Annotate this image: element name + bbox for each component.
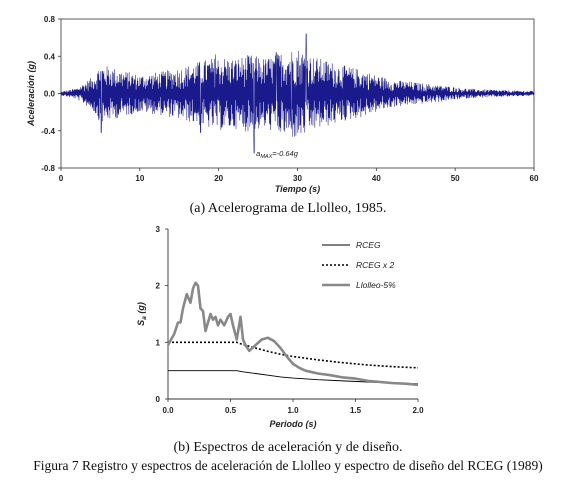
spectra-y-axis-label: Sa (g): [136, 302, 148, 326]
x-tick-label: 0: [59, 174, 64, 183]
spectra-series: [166, 281, 419, 387]
x-tick-label: 40: [372, 174, 381, 183]
y-label-unit: (g): [136, 302, 146, 316]
y-tick-label: 0: [156, 395, 161, 404]
accelerogram-x-axis-label: Tiempo (s): [275, 184, 320, 194]
accelerogram-x-ticks: 0 10 20 30 40 50 60: [59, 168, 539, 183]
accelerogram-y-axis-label: Aceleración (g): [26, 61, 36, 127]
x-tick-label: 0.0: [162, 406, 174, 415]
peak-annotation-value: =-0.64g: [272, 149, 298, 158]
x-tick-label: 60: [530, 174, 539, 183]
y-tick-label: -0.8: [41, 164, 55, 173]
y-tick-label: 0.0: [44, 90, 56, 99]
legend-label: Llolleo-5%: [356, 280, 396, 290]
accelerogram-chart: 0.8 0.4 0.0 -0.4 -0.8 0 10 20 30 40 50 60 Acelerac…: [26, 15, 539, 194]
spectra-y-ticks: 0 1 2 3: [156, 225, 168, 404]
spectra-chart: 0 1 2 3 0.0 0.5 1.0 1.5 2.0 RCEG RCEG x 2 Llolleo…: [136, 225, 424, 429]
series-line-2: [166, 281, 419, 387]
x-tick-label: 20: [214, 174, 223, 183]
peak-annotation-subscript: MAX: [260, 154, 272, 160]
x-tick-label: 50: [451, 174, 460, 183]
spectra-x-ticks: 0.0 0.5 1.0 1.5 2.0: [162, 399, 424, 415]
spectra-x-axis-label: Periodo (s): [269, 419, 316, 429]
y-tick-label: 1: [156, 338, 161, 347]
y-label-subscript: a: [141, 316, 148, 320]
series-line-0: [168, 370, 419, 385]
y-tick-label: 0.4: [44, 52, 56, 61]
caption-spectra: (b) Espectros de aceleración y de diseño…: [173, 440, 403, 455]
y-tick-label: -0.4: [41, 127, 55, 136]
accelerogram-peak-annotation: aMAX=-0.64g: [256, 149, 299, 160]
x-tick-label: 0.5: [225, 406, 237, 415]
accelerogram-y-ticks: 0.8 0.4 0.0 -0.4 -0.8: [41, 15, 61, 173]
legend-label: RCEG x 2: [356, 260, 395, 270]
x-tick-label: 1.5: [350, 406, 362, 415]
x-tick-label: 2.0: [412, 406, 424, 415]
y-tick-label: 0.8: [44, 15, 56, 24]
y-label-main: S: [136, 320, 146, 326]
legend-label: RCEG: [356, 240, 381, 250]
x-tick-label: 30: [293, 174, 302, 183]
caption-accelerogram: (a) Acelerograma de Llolleo, 1985.: [189, 201, 387, 216]
x-tick-label: 1.0: [287, 406, 299, 415]
spectra-axes: [167, 229, 418, 400]
x-tick-label: 10: [135, 174, 144, 183]
figure-caption: Figura 7 Registro y espectros de acelera…: [33, 458, 543, 473]
accelerogram-trace: [60, 33, 535, 154]
y-tick-label: 3: [156, 225, 161, 234]
spectra-legend: RCEG RCEG x 2 Llolleo-5%: [322, 240, 396, 290]
y-tick-label: 2: [156, 282, 161, 291]
